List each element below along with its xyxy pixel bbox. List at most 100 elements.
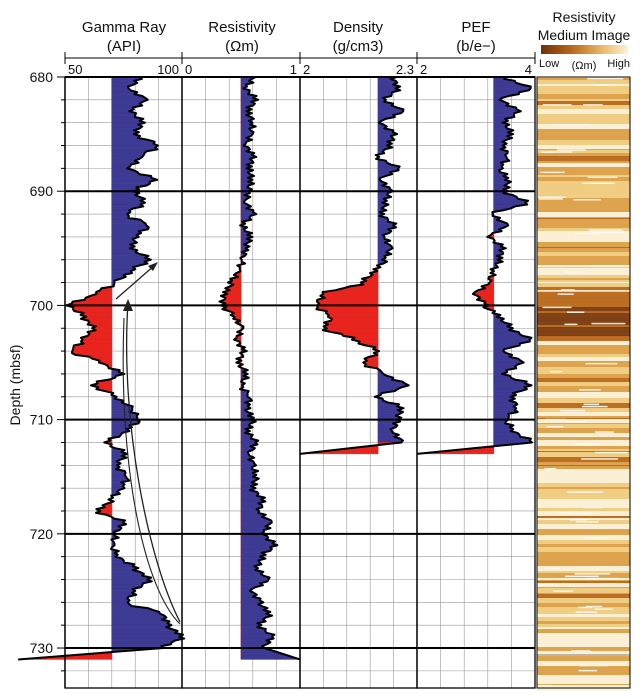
image-streak — [587, 176, 618, 179]
curve-fill — [240, 537, 269, 540]
image-band — [537, 216, 630, 218]
curve-fill — [111, 221, 147, 224]
image-streak — [594, 608, 613, 610]
image-band — [537, 439, 630, 441]
curve-fill — [87, 322, 113, 325]
depth-tick-label: 700 — [30, 297, 54, 313]
image-band — [537, 511, 630, 517]
image-band — [537, 418, 630, 420]
image-band — [537, 228, 630, 232]
image-band — [537, 603, 630, 608]
curve-fill — [493, 333, 524, 337]
scale-low-label: Low — [539, 58, 559, 70]
image-band — [537, 186, 630, 192]
image-band — [537, 219, 630, 225]
image-band — [537, 371, 630, 375]
image-band — [537, 666, 630, 672]
image-band — [537, 492, 630, 496]
image-band — [537, 661, 630, 667]
image-band — [537, 524, 630, 530]
image-band — [537, 437, 630, 440]
image-band — [537, 137, 630, 141]
image-band — [537, 433, 630, 438]
image-band — [537, 643, 630, 648]
scale-high-label: High — [607, 58, 630, 70]
curve-fill — [493, 413, 510, 417]
image-band — [537, 503, 630, 509]
image-band — [537, 680, 630, 685]
curve-fill — [325, 310, 379, 314]
log-curve — [18, 76, 186, 661]
image-streak — [546, 425, 563, 428]
image-band — [537, 325, 630, 328]
image-band — [537, 77, 630, 79]
image-band — [537, 231, 630, 233]
image-band — [537, 242, 630, 247]
image-band — [537, 384, 630, 387]
image-streak — [584, 537, 609, 540]
curve-fill — [111, 103, 143, 106]
image-band — [537, 451, 630, 453]
image-streak — [560, 289, 575, 291]
curve-fill — [111, 177, 158, 180]
curve-fill — [111, 634, 184, 637]
scale-min-label: 50 — [68, 62, 82, 77]
image-band — [537, 120, 630, 125]
image-band — [537, 341, 630, 346]
curve-fill — [240, 510, 260, 514]
curve-fill — [330, 318, 379, 321]
image-band — [537, 445, 630, 447]
image-band — [537, 540, 630, 545]
curve-fill — [111, 97, 149, 101]
curve-fill — [325, 312, 379, 316]
scale-max-label: 4 — [525, 62, 532, 77]
curve-fill — [323, 322, 379, 325]
image-band — [537, 145, 630, 150]
curve-fill — [71, 348, 113, 352]
curve-fill — [111, 624, 172, 628]
image-band — [537, 508, 630, 512]
curve-fill — [240, 541, 276, 544]
image-streak — [571, 650, 591, 652]
image-band — [537, 318, 630, 321]
curve-fill — [111, 112, 137, 116]
image-band — [537, 140, 630, 146]
arrowhead-1 — [148, 262, 158, 271]
image-streak — [550, 370, 563, 373]
image-streak — [594, 451, 629, 454]
curve-fill — [111, 145, 159, 148]
arrowhead-2 — [123, 299, 133, 311]
image-streak — [557, 293, 574, 295]
image-band — [537, 374, 630, 379]
curve-fill — [72, 347, 113, 350]
image-band — [537, 170, 630, 174]
image-band — [537, 207, 630, 211]
curve-fill — [87, 333, 113, 337]
curve-fill — [240, 560, 261, 563]
image-streak — [591, 322, 626, 325]
curve-fill — [111, 267, 136, 270]
image-band — [537, 99, 630, 102]
image-streak — [585, 362, 618, 365]
image-streak — [588, 229, 623, 231]
curve-fill — [493, 202, 528, 205]
curve-fill — [80, 341, 113, 344]
density-title: Density — [333, 19, 384, 36]
curve-fill — [79, 312, 113, 316]
curve-fill — [111, 611, 161, 614]
image-title-line2: Medium Image — [538, 27, 631, 43]
curve-fill — [71, 350, 113, 354]
image-band — [537, 583, 630, 588]
curve-fill — [316, 307, 379, 310]
curve-fill — [111, 141, 156, 144]
image-band — [537, 357, 630, 362]
image-band — [537, 516, 630, 519]
image-band — [537, 84, 630, 87]
curve-fill — [320, 295, 379, 298]
image-band — [537, 80, 630, 85]
image-streak — [538, 196, 566, 198]
image-band — [537, 345, 630, 351]
image-band — [537, 571, 630, 574]
image-streak — [562, 469, 574, 472]
curve-fill — [240, 436, 252, 439]
